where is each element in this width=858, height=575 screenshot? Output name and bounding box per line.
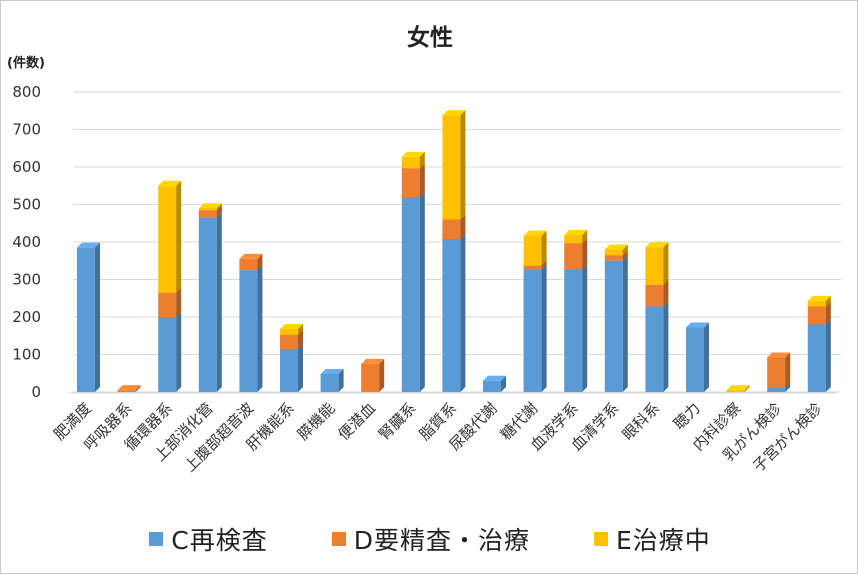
- y-tick-label: 500: [12, 196, 41, 214]
- chart-title: 女性: [407, 24, 453, 51]
- bar-segment: [807, 295, 831, 307]
- x-tick-label: 膵機能: [294, 399, 339, 444]
- bar-segment: [564, 229, 588, 244]
- legend-label-d: D要精査・治療: [353, 526, 530, 555]
- bar-segment: [442, 214, 466, 239]
- y-tick-label: 600: [12, 158, 41, 176]
- legend-label-e: E治療中: [615, 526, 711, 555]
- bar-segment: [645, 301, 669, 392]
- bar-segment: [645, 242, 669, 285]
- bar-segment: [523, 230, 547, 266]
- legend-item-e: E治療中: [593, 521, 711, 557]
- bar-segment: [77, 242, 100, 392]
- bar-segment: [239, 253, 263, 271]
- y-tick-label: 400: [12, 233, 41, 251]
- legend-label-c: C再検査: [171, 526, 268, 555]
- x-tick-label: 眼科系: [619, 399, 664, 444]
- legend-swatch-e: [593, 532, 608, 546]
- bar-segment: [442, 234, 466, 392]
- bar-segment: [726, 385, 750, 392]
- legend-swatch-d: [331, 532, 346, 546]
- bar-segment: [280, 324, 303, 335]
- x-tick-label: 聴力: [670, 399, 704, 433]
- legend: C再検査 D要精査・治療 E治療中: [1, 521, 858, 557]
- bar-segment: [604, 244, 628, 256]
- bar-segment: [320, 369, 344, 392]
- y-tick-label: 200: [12, 308, 41, 326]
- bar-segment: [767, 352, 791, 388]
- bar-segment: [239, 265, 263, 392]
- bar-segment: [158, 312, 182, 392]
- y-tick-label: 800: [12, 83, 41, 101]
- bar-segment: [442, 110, 466, 220]
- bar-segment: [361, 358, 385, 392]
- y-tick-label: 300: [12, 271, 41, 289]
- y-axis-ticks: 0 100 200 300 400 500 600 700 800: [12, 83, 41, 401]
- bar-segment: [280, 343, 303, 392]
- bar-segment: [564, 264, 588, 392]
- bar-segment: [117, 385, 141, 392]
- bar-segment: [523, 264, 547, 392]
- bars: [77, 110, 831, 392]
- bar-segment: [686, 322, 709, 392]
- bar-segment: [198, 212, 222, 392]
- bar-segment: [483, 375, 506, 392]
- bar-segment: [807, 319, 831, 392]
- x-tick-label: 便潜血: [334, 399, 379, 444]
- x-axis-ticks: 肥満度呼吸器系循環器系上部消化管上腹部超音波肝機能系膵機能便潜血腎臓系脂質系尿酸…: [50, 399, 825, 475]
- bar-segment: [401, 163, 425, 197]
- bar-segment: [158, 180, 182, 293]
- legend-item-c: C再検査: [149, 521, 267, 557]
- y-axis-unit-label: (件数): [7, 55, 45, 71]
- bar-segment: [401, 192, 425, 392]
- y-tick-label: 700: [12, 121, 41, 139]
- bar-segment: [604, 255, 628, 392]
- legend-item-d: D要精査・治療: [331, 521, 530, 557]
- bar-segment: [401, 151, 425, 169]
- x-tick-label: 腎臓系: [375, 399, 420, 444]
- legend-swatch-c: [149, 532, 164, 546]
- y-tick-label: 100: [12, 346, 41, 364]
- bar-segment: [564, 238, 588, 270]
- y-tick-label: 0: [31, 383, 41, 401]
- bar-segment: [198, 203, 222, 211]
